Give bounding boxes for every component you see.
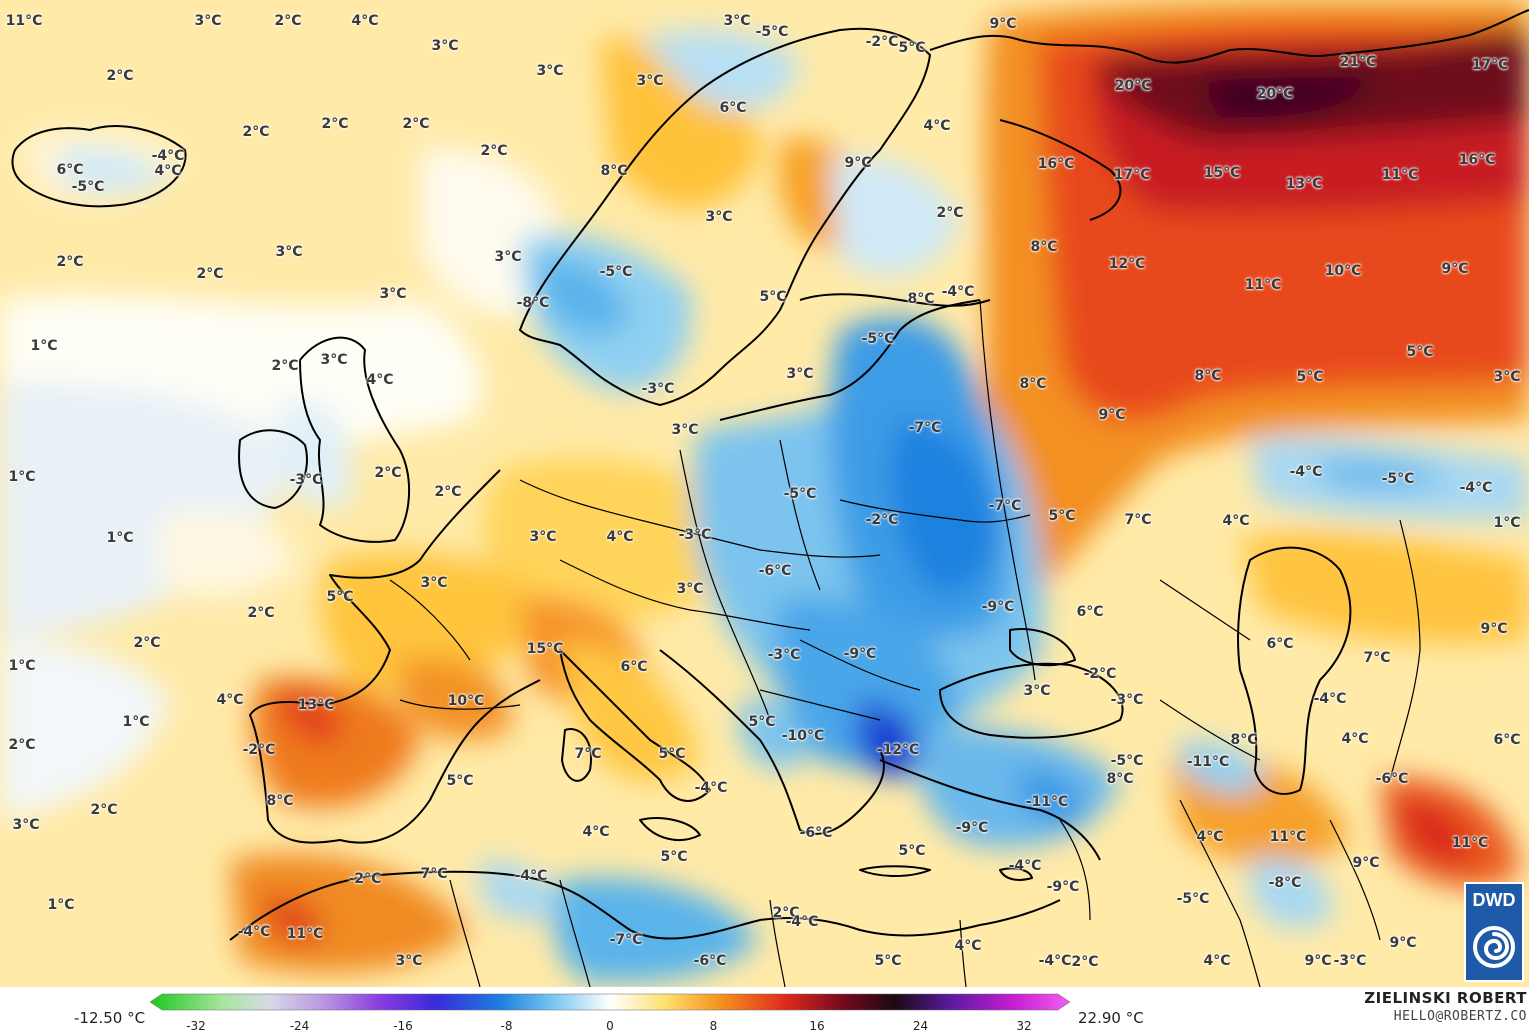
country-borders	[389, 299, 1421, 987]
legend-tick-label: 8	[709, 1019, 718, 1033]
dwd-logo-text: DWD	[1472, 890, 1516, 910]
dwd-logo: DWD	[1464, 882, 1524, 982]
author-contact: HELLO@ROBERTZ.CO	[1393, 1009, 1527, 1024]
author-credit: ZIELINSKI ROBERT	[1364, 989, 1527, 1007]
color-scale-legend: -12.50 °C	[0, 987, 1529, 1035]
legend-min-value: -12.50 °C	[74, 1009, 146, 1027]
dwd-swirl-icon	[1473, 926, 1515, 968]
legend-tick-label: 32	[1016, 1019, 1032, 1033]
legend-tick-label: 0	[606, 1019, 614, 1033]
legend-tick-label: 24	[912, 1019, 929, 1033]
legend-color-bar	[150, 993, 1070, 1011]
legend-tick-label: -8	[500, 1019, 513, 1033]
legend-tick-label: -32	[186, 1019, 206, 1033]
coastlines	[11, 9, 1529, 941]
legend-tick-label: -16	[393, 1019, 413, 1033]
legend-tick-label: -24	[289, 1019, 310, 1033]
legend-tick-label: 16	[809, 1019, 825, 1033]
legend-max-value: 22.90 °C	[1078, 1009, 1144, 1027]
temperature-map[interactable]: 11°C 3°C 2°C 4°C 3°C 3°C 3°C -5°C -2°C 5°C 9°C 3°C 2…	[0, 0, 1529, 987]
temperature-field	[0, 0, 1529, 987]
